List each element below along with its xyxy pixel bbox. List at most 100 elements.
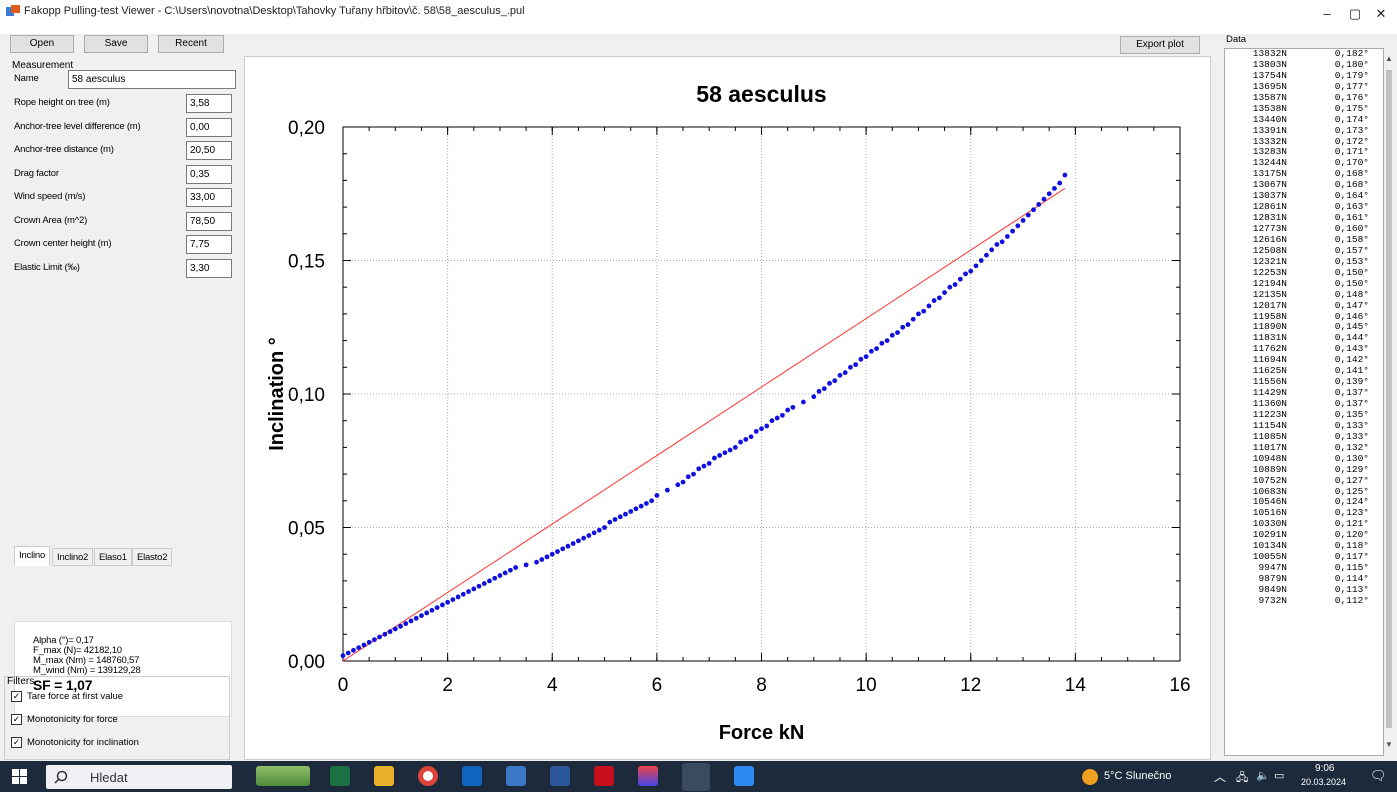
data-point — [1062, 172, 1068, 178]
data-scrollbar[interactable]: ▲ ▼ — [1384, 54, 1394, 754]
data-row: 10330N 0,121° — [1225, 518, 1383, 530]
name-input[interactable] — [68, 70, 236, 89]
force-value: 13440N — [1252, 113, 1287, 125]
scroll-down-icon[interactable]: ▼ — [1385, 740, 1393, 749]
recent-button[interactable]: Recent — [158, 35, 224, 53]
force-value: 13067N — [1252, 179, 1287, 191]
force-value: 13391N — [1252, 124, 1287, 136]
field-input[interactable] — [186, 188, 232, 207]
angle-value: 0,141° — [1334, 365, 1369, 377]
field-label: Drag factor — [14, 167, 59, 179]
data-point — [1041, 196, 1047, 202]
data-point — [858, 356, 864, 362]
tray-chevron-icon[interactable]: ︿ — [1214, 770, 1227, 784]
data-point — [644, 501, 649, 506]
network-icon[interactable]: 🖧 — [1236, 772, 1249, 784]
data-row: 11017N 0,132° — [1225, 442, 1383, 454]
minimize-button[interactable]: – — [1323, 6, 1331, 21]
field-input[interactable] — [186, 258, 232, 278]
tab-inclino[interactable]: Inclino — [14, 546, 51, 566]
y-tick-label: 0,20 — [288, 118, 325, 139]
angle-value: 0,121° — [1334, 518, 1369, 530]
export-plot-button[interactable]: Export plot — [1120, 36, 1200, 54]
angle-value: 0,158° — [1334, 233, 1369, 245]
angle-value: 0,180° — [1334, 58, 1369, 70]
tab-elaso1[interactable]: Elaso1 — [94, 548, 132, 566]
force-value: 13832N — [1252, 48, 1287, 59]
widget-icon[interactable] — [256, 766, 310, 786]
search-box[interactable]: Hledat — [46, 765, 232, 789]
angle-value: 0,124° — [1334, 496, 1369, 508]
data-label: Data — [1226, 34, 1247, 45]
data-point — [910, 316, 916, 322]
maximize-button[interactable]: ▢ — [1348, 6, 1362, 21]
angle-value: 0,153° — [1334, 255, 1369, 267]
weather-text[interactable]: 5°C Slunečno — [1104, 770, 1172, 782]
close-button[interactable]: ✕ — [1375, 6, 1387, 21]
filter-item[interactable]: ✓ Monotonicity for inclination — [11, 737, 139, 751]
checkbox[interactable]: ✓ — [11, 714, 22, 725]
active-app-icon[interactable] — [682, 763, 710, 791]
x-tick-label: 12 — [960, 675, 981, 696]
data-point — [837, 372, 843, 378]
data-point — [450, 597, 456, 602]
filter-item[interactable]: ✓ Tare force at first value — [11, 691, 123, 705]
paint-icon[interactable] — [638, 766, 658, 786]
data-point — [398, 623, 403, 629]
angle-value: 0,168° — [1334, 179, 1369, 191]
angle-value: 0,137° — [1334, 387, 1369, 399]
field-input[interactable] — [186, 141, 232, 160]
angle-value: 0,182° — [1334, 48, 1369, 59]
data-point — [1031, 207, 1036, 213]
chrome-icon[interactable] — [418, 766, 438, 786]
checkbox[interactable]: ✓ — [11, 737, 22, 748]
data-point — [785, 407, 791, 413]
angle-value: 0,174° — [1334, 113, 1369, 125]
angle-value: 0,157° — [1334, 244, 1369, 256]
field-label: Crown Area (m^2) — [14, 214, 88, 226]
data-row: 12508N 0,157° — [1225, 244, 1383, 257]
clock-date[interactable]: 20.03.2024 — [1301, 777, 1347, 787]
force-value: 12773N — [1252, 223, 1287, 234]
battery-icon[interactable]: ▭ — [1274, 770, 1285, 782]
x-tick-label: 4 — [547, 675, 558, 696]
netflix-icon[interactable] — [594, 766, 614, 786]
excel-icon[interactable] — [330, 766, 350, 786]
filters-group-label: Filters — [7, 676, 35, 687]
force-value: 11831N — [1252, 332, 1287, 344]
data-point — [968, 268, 974, 274]
field-input[interactable] — [186, 211, 232, 231]
data-list[interactable]: 13832N 0,182° 13803N 0,180° 13754N 0,179° 1369… — [1224, 48, 1384, 756]
data-row: 10055N 0,117° — [1225, 551, 1383, 563]
word-icon[interactable] — [550, 766, 570, 786]
save-button[interactable]: Save — [84, 35, 148, 53]
clock-time[interactable]: 9:06 — [1315, 763, 1335, 774]
scroll-up-icon[interactable]: ▲ — [1385, 54, 1393, 63]
data-point — [581, 535, 587, 541]
tab-elasto2[interactable]: Elasto2 — [132, 548, 173, 566]
force-value: 13037N — [1252, 190, 1287, 202]
scroll-thumb[interactable] — [1386, 70, 1392, 728]
data-row: 10291N 0,120° — [1225, 529, 1383, 541]
volume-icon[interactable]: 🔈 — [1256, 770, 1270, 782]
open-button[interactable]: Open — [10, 35, 74, 53]
notifications-icon[interactable]: 🗨 — [1370, 768, 1387, 783]
outlook-icon[interactable] — [462, 766, 482, 786]
filter-item[interactable]: ✓ Monotonicity for force — [11, 714, 118, 728]
force-value: 11958N — [1252, 310, 1287, 322]
field-input[interactable] — [186, 94, 232, 113]
photos-icon[interactable] — [734, 766, 754, 786]
x-axis-label: Force kN — [719, 722, 805, 744]
data-point — [539, 557, 545, 562]
field-input[interactable] — [186, 235, 232, 254]
field-input[interactable] — [186, 164, 232, 184]
tab-inclino2[interactable]: Inclino2 — [52, 548, 94, 566]
checkbox[interactable]: ✓ — [11, 691, 22, 702]
windows-start-icon[interactable] — [12, 769, 27, 784]
force-value: 11154N — [1252, 419, 1287, 431]
calculator-icon[interactable] — [506, 766, 526, 786]
data-point — [513, 565, 519, 570]
field-input[interactable] — [186, 117, 232, 137]
file-explorer-icon[interactable] — [374, 766, 394, 786]
data-row: 9732N 0,112° — [1225, 595, 1383, 607]
